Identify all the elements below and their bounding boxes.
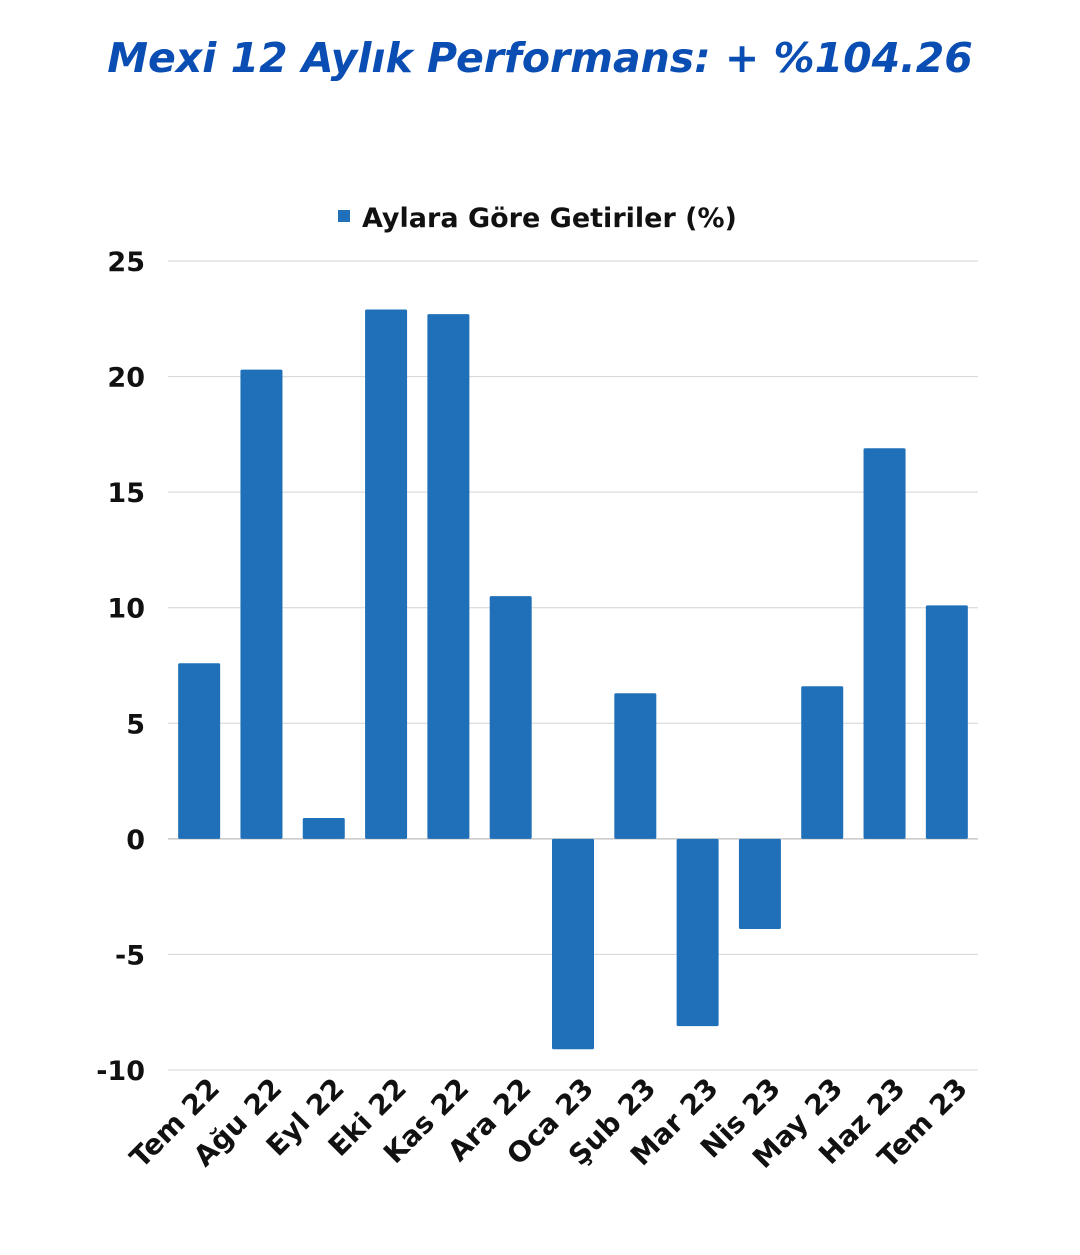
bar	[240, 369, 283, 839]
legend-label: Aylara Göre Getiriler (%)	[362, 203, 737, 234]
y-axis: 25 20 15 10 5 0 -5 -10	[96, 247, 145, 1087]
bar	[925, 605, 968, 839]
y-tick-label: -10	[96, 1056, 145, 1087]
y-tick-label: -5	[115, 940, 145, 971]
y-tick-label: 10	[107, 594, 145, 625]
bar	[676, 838, 719, 1027]
bar	[365, 309, 408, 839]
bar	[614, 693, 657, 839]
y-tick-label: 5	[126, 709, 145, 740]
bar	[863, 448, 906, 839]
chart-title: Mexi 12 Aylık Performans: + %104.26	[107, 34, 973, 82]
bars	[178, 309, 968, 1050]
bar	[302, 818, 345, 839]
y-tick-label: 20	[107, 363, 145, 394]
y-tick-label: 25	[107, 247, 145, 278]
y-tick-label: 0	[126, 825, 145, 856]
bar	[427, 314, 470, 839]
legend: Aylara Göre Getiriler (%)	[338, 203, 737, 234]
bar	[801, 686, 844, 839]
bar	[178, 663, 221, 839]
y-tick-label: 15	[107, 478, 145, 509]
legend-swatch	[338, 210, 350, 222]
bar	[552, 838, 594, 1050]
bar	[738, 838, 781, 930]
bar	[489, 596, 532, 839]
